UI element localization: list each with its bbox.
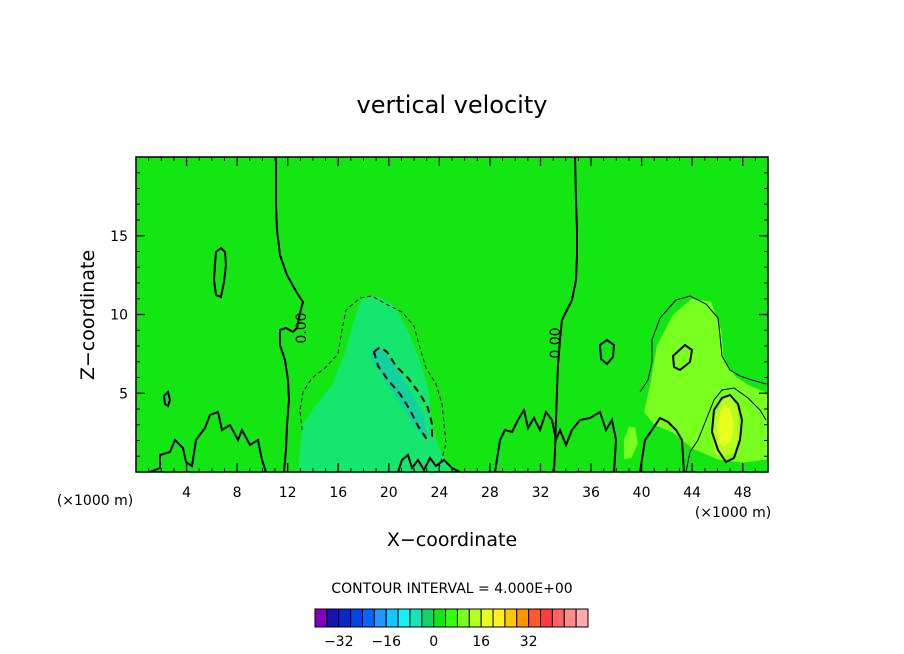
colorbar-swatch [528, 608, 542, 628]
x-tick-label: 28 [481, 485, 499, 501]
thin-contour-plus4 [639, 295, 767, 393]
colorbar-swatch [338, 608, 352, 628]
region-updraft-central [297, 295, 452, 472]
colorbar-swatch [480, 608, 494, 628]
x-tick-label: 16 [329, 485, 347, 501]
colorbar-swatch [409, 608, 423, 628]
colorbar-swatch [516, 608, 530, 628]
x-units-left: (×1000 m) [57, 493, 133, 509]
colorbar-swatch [350, 608, 363, 628]
colorbar-swatch [468, 608, 482, 628]
colorbar-swatch [361, 608, 375, 628]
colorbar-swatch [563, 608, 577, 628]
y-tick-label: 15 [110, 229, 128, 245]
x-tick-label: 8 [233, 485, 242, 501]
colorbar-swatch [385, 608, 399, 628]
zero-contour-lowlevel-west [149, 410, 267, 473]
zero-contour-blob-1 [212, 246, 228, 299]
x-tick-label: 4 [182, 485, 191, 501]
x-tick-label: 20 [380, 485, 398, 501]
y-tick-label: 10 [110, 308, 128, 324]
colorbar-tick-label: 0 [429, 634, 438, 650]
x-tick-label: 44 [683, 485, 701, 501]
colorbar-tick-label: −32 [324, 634, 354, 650]
colorbar-tick-label: 16 [472, 634, 490, 650]
zero-contour-lowlevel-east-2 [639, 416, 685, 473]
colorbar-swatch [421, 608, 435, 628]
zero-contour-lowlevel-mid [397, 453, 461, 473]
colorbar-swatch [373, 608, 387, 628]
zero-contour-blob-2 [598, 338, 616, 366]
x-units-right: (×1000 m) [695, 505, 771, 521]
colorbar-swatch [456, 608, 470, 628]
colorbar-swatch [326, 608, 340, 628]
colorbar: −32 −16 0 16 32 [314, 608, 589, 650]
region-updraft-small-1 [623, 426, 638, 460]
chart-title: vertical velocity [357, 91, 548, 119]
thin-contour-minus4 [299, 295, 447, 473]
zero-contour-east [553, 156, 578, 473]
x-tick-label: 32 [532, 485, 550, 501]
zero-contour-lowlevel-east [494, 407, 618, 473]
contour-lines [149, 156, 767, 473]
x-tick-label: 48 [734, 485, 752, 501]
contour-label-west: 0.00 [294, 312, 310, 343]
x-tick-label: 40 [633, 485, 651, 501]
x-axis-label: X−coordinate [387, 529, 517, 551]
negative-contour [372, 345, 433, 440]
colorbar-swatch [575, 608, 589, 628]
thin-contour-plus4-low [685, 387, 767, 473]
x-tick-label: 24 [430, 485, 448, 501]
region-downdraft-core [371, 346, 428, 438]
zero-contour-blob-4 [671, 343, 694, 372]
colorbar-swatch [445, 608, 458, 628]
colorbar-swatch [540, 608, 553, 628]
x-tick-label: 36 [582, 485, 600, 501]
colorbar-tick-label: −16 [371, 634, 401, 650]
colorbar-swatch [397, 608, 411, 628]
zero-contour-blob-5 [710, 393, 744, 464]
colorbar-swatch [492, 608, 506, 628]
contour-label-east: 0.00 [548, 327, 564, 358]
zero-contour-west [275, 157, 305, 473]
colorbar-swatch [504, 608, 518, 628]
colorbar-tick-label: 32 [520, 634, 538, 650]
zero-contour-blob-3 [162, 390, 172, 408]
region-updraft-east-peak [717, 404, 734, 447]
colorbar-swatch [551, 608, 565, 628]
colorbar-swatch [433, 608, 447, 628]
colorbar-swatch [314, 608, 328, 628]
y-tick-label: 5 [119, 386, 128, 402]
contour-interval-text: CONTOUR INTERVAL = 4.000E+00 [331, 581, 572, 597]
contour-labels: 0.00 0.00 [294, 312, 564, 358]
y-axis-label: Z−coordinate [77, 250, 99, 380]
x-tick-label: 12 [279, 485, 297, 501]
